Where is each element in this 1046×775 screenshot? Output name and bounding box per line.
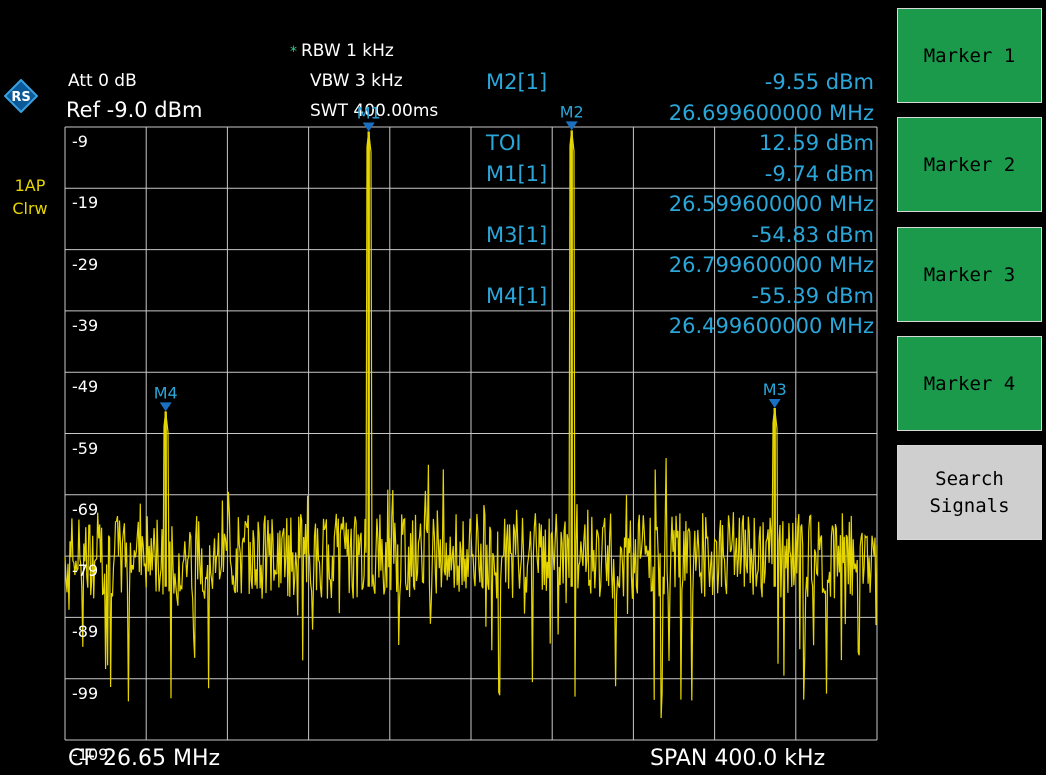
trace-mode-label: Clrw bbox=[12, 199, 48, 218]
y-tick-label: -59 bbox=[72, 438, 99, 458]
marker-table-value: 12.59 dBm bbox=[759, 131, 874, 155]
rbw-modified-star-icon: * bbox=[290, 44, 297, 60]
vbw-label: VBW 3 kHz bbox=[310, 71, 403, 91]
marker-3-softkey[interactable]: Marker 3 bbox=[897, 227, 1042, 322]
rbw-label: * RBW 1 kHz bbox=[290, 41, 394, 61]
marker-1-softkey[interactable]: Marker 1 bbox=[897, 8, 1042, 103]
marker-table-value: 26.699600000 MHz bbox=[668, 100, 874, 125]
marker-table-value: -9.55 dBm bbox=[764, 70, 874, 94]
marker-table-value: -55.39 dBm bbox=[751, 283, 874, 308]
marker-table-value: 26.599600000 MHz bbox=[668, 192, 874, 216]
marker-4-softkey[interactable]: Marker 4 bbox=[897, 336, 1042, 431]
marker-table-label: M3[1] bbox=[486, 222, 548, 247]
search-signals-softkey[interactable]: Search Signals bbox=[897, 445, 1042, 540]
center-frequency-label: CF 26.65 MHz bbox=[68, 746, 221, 771]
span-label: SPAN 400.0 kHz bbox=[650, 746, 826, 771]
marker-table-label: M1[1] bbox=[486, 161, 548, 186]
marker-table-label: TOI bbox=[486, 131, 522, 155]
marker-m3-label: M3 bbox=[763, 380, 787, 399]
marker-m2-icon bbox=[565, 121, 578, 131]
marker-m3-icon bbox=[768, 398, 781, 408]
marker-table-value: -9.74 dBm bbox=[764, 161, 874, 186]
attenuation-label: Att 0 dB bbox=[68, 71, 137, 91]
y-tick-label: -29 bbox=[72, 254, 99, 274]
y-tick-label: -99 bbox=[72, 683, 99, 703]
y-tick-label: -9 bbox=[72, 132, 88, 151]
reference-level-label: Ref -9.0 dBm bbox=[66, 98, 203, 122]
y-tick-label: -79 bbox=[72, 561, 99, 581]
marker-table-value: 26.499600000 MHz bbox=[668, 314, 874, 338]
marker-m1-icon bbox=[362, 122, 375, 132]
y-tick-label: -69 bbox=[72, 499, 99, 519]
y-tick-label: -109 bbox=[72, 745, 109, 764]
rohde-schwarz-logo-icon: RS bbox=[4, 79, 38, 113]
y-tick-label: -39 bbox=[72, 315, 99, 335]
marker-2-softkey[interactable]: Marker 2 bbox=[897, 117, 1042, 212]
marker-table-label: M4[1] bbox=[486, 283, 548, 308]
marker-m4-label: M4 bbox=[154, 383, 178, 402]
spectrum-trace bbox=[64, 133, 878, 719]
marker-m2-label: M2 bbox=[560, 102, 584, 121]
sweep-time-label: SWT 400.00ms bbox=[310, 101, 439, 121]
marker-table-value: 26.799600000 MHz bbox=[668, 253, 874, 277]
trace-info: 1AP Clrw bbox=[6, 174, 54, 220]
marker-m1-label: M1 bbox=[357, 104, 381, 123]
y-tick-label: -89 bbox=[72, 622, 99, 642]
y-tick-label: -49 bbox=[72, 377, 99, 397]
svg-text:RS: RS bbox=[11, 90, 30, 105]
marker-table-value: -54.83 dBm bbox=[751, 222, 874, 247]
marker-table-label: M2[1] bbox=[486, 70, 548, 94]
marker-m4-icon bbox=[159, 402, 172, 412]
y-tick-label: -19 bbox=[72, 193, 99, 213]
trace-detector-label: 1AP bbox=[14, 176, 46, 195]
